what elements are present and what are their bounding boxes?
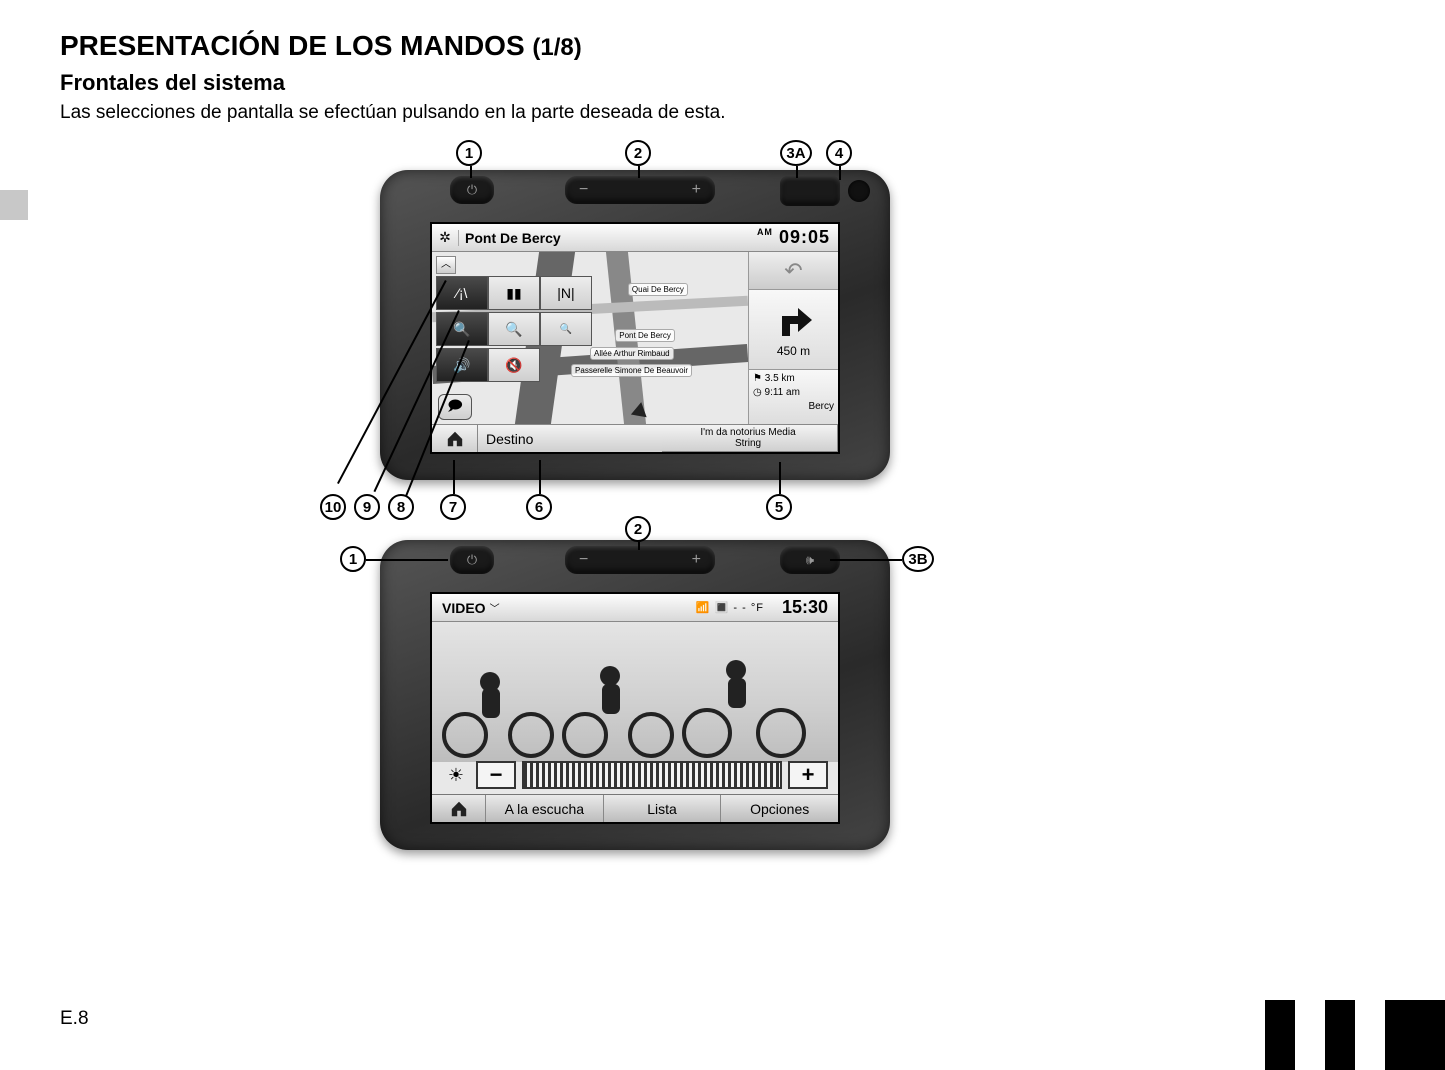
nav-right-panel: ↶ 450 m ⚑ 3.5 km ◷ 9:11 am Bercy: [748, 252, 838, 424]
page-content: PRESENTACIÓN DE LOS MANDOS (1/8) Frontal…: [60, 30, 1380, 140]
callout-3b: 3B: [902, 546, 934, 572]
tools-collapse-icon[interactable]: ︿: [436, 256, 456, 274]
nav-statusbar: ✲ Pont De Bercy AM 09:05: [432, 224, 838, 252]
callout-4: 4: [826, 140, 852, 166]
road-label: Quai De Bercy: [628, 283, 688, 296]
trip-city: Bercy: [753, 400, 834, 414]
device-media: ⏻ −+ 🕪 VIDEO ﹀ 📶 🔳 - - °F 15:30: [380, 540, 890, 850]
media-line2: String: [659, 438, 837, 449]
zoom-mid-button[interactable]: 🔍: [488, 312, 540, 346]
current-location: Pont De Bercy: [458, 230, 749, 246]
callout-8: 8: [388, 494, 414, 520]
nav-clock: AM 09:05: [749, 227, 838, 248]
leader-line: [453, 460, 455, 494]
leader-line: [638, 542, 640, 550]
leader-line: [638, 166, 640, 178]
media-statusbar: VIDEO ﹀ 📶 🔳 - - °F 15:30: [432, 594, 838, 622]
brightness-control: ☀ − +: [442, 760, 828, 790]
index-tab: [1385, 1000, 1445, 1070]
power-button[interactable]: ⏻: [450, 546, 494, 574]
status-icons: 📶 🔳 - - °F: [696, 601, 772, 614]
brightness-minus[interactable]: −: [476, 761, 516, 789]
leader-line: [470, 166, 472, 178]
trip-eta: 9:11 am: [765, 387, 800, 398]
callout-7: 7: [440, 494, 466, 520]
leader-line: [839, 166, 841, 180]
mode-caret-icon[interactable]: ﹀: [490, 600, 506, 615]
device-nav: ⏻ −+ ✲ Pont De Bercy AM 09:05 Quai De Be…: [380, 170, 890, 480]
media-bottombar: A la escucha Lista Opciones: [432, 794, 838, 822]
settings-icon[interactable]: ✲: [432, 229, 458, 246]
index-tab: [1265, 1000, 1295, 1070]
page-number: E.8: [60, 1008, 89, 1030]
callout-1: 1: [456, 140, 482, 166]
media-now-playing[interactable]: I'm da notorius Media String: [658, 424, 838, 452]
power-button[interactable]: ⏻: [450, 176, 494, 204]
index-tab: [1325, 1000, 1355, 1070]
list-button[interactable]: Lista: [604, 795, 722, 822]
subtitle: Frontales del sistema: [60, 70, 1380, 96]
side-gray-tab: [0, 190, 28, 220]
volume-rocker[interactable]: −+: [565, 546, 715, 574]
trip-info: ⚑ 3.5 km ◷ 9:11 am Bercy: [749, 370, 838, 424]
brightness-icon: ☀: [442, 761, 470, 789]
view-3d-button[interactable]: ▮▮: [488, 276, 540, 310]
callout-5: 5: [766, 494, 792, 520]
status-temp: - - °F: [733, 602, 764, 614]
sound-off-button[interactable]: 🔇: [488, 348, 540, 382]
callout-10: 10: [320, 494, 346, 520]
home-icon: [446, 430, 464, 448]
listen-button[interactable]: A la escucha: [486, 795, 604, 822]
index-tabs: [1265, 1000, 1445, 1070]
road-label: Allée Arthur Rimbaud: [590, 347, 674, 360]
home-button[interactable]: [432, 795, 486, 822]
title-page-of: (1/8): [532, 34, 581, 61]
home-icon: [450, 800, 468, 818]
next-turn: 450 m: [749, 290, 838, 370]
usb-port[interactable]: [780, 176, 840, 206]
aux-jack[interactable]: [848, 180, 870, 202]
media-screen[interactable]: VIDEO ﹀ 📶 🔳 - - °F 15:30 ☀ −: [430, 592, 840, 824]
title-text: PRESENTACIÓN DE LOS MANDOS: [60, 30, 525, 61]
nav-bottombar: Destino: [432, 424, 662, 452]
turn-distance: 450 m: [777, 344, 810, 358]
nav-screen[interactable]: ✲ Pont De Bercy AM 09:05 Quai De Bercy P…: [430, 222, 840, 454]
home-button[interactable]: [432, 425, 478, 452]
page-title: PRESENTACIÓN DE LOS MANDOS (1/8): [60, 30, 1380, 62]
leader-line: [366, 559, 448, 561]
road-label: Pont De Bercy: [615, 329, 675, 342]
turn-right-icon: [774, 302, 814, 342]
callout-6: 6: [526, 494, 552, 520]
media-line1: I'm da notorius Media: [659, 427, 837, 438]
zoom-out-button[interactable]: 🔍: [540, 312, 592, 346]
callout-3a: 3A: [780, 140, 812, 166]
leader-line: [779, 462, 781, 494]
leader-line: [796, 166, 798, 178]
callout-1b: 1: [340, 546, 366, 572]
view-north-button[interactable]: |N|: [540, 276, 592, 310]
callout-9: 9: [354, 494, 380, 520]
nav-back-icon[interactable]: ↶: [749, 252, 838, 290]
callout-2: 2: [625, 140, 651, 166]
trip-distance: 3.5 km: [765, 373, 795, 384]
leader-line: [830, 559, 902, 561]
map-tools: ⁄¡\ ▮▮ |N| 🔍 🔍 🔍 🔊 🔇: [436, 276, 592, 384]
options-button[interactable]: Opciones: [721, 795, 838, 822]
brightness-slider[interactable]: [522, 761, 782, 789]
clock-time: 09:05: [779, 227, 830, 247]
voice-guidance-icon[interactable]: 🗩: [438, 394, 472, 420]
video-frame: [432, 622, 838, 762]
leader-line: [539, 460, 541, 494]
volume-rocker[interactable]: −+: [565, 176, 715, 204]
destination-button[interactable]: Destino: [478, 425, 662, 452]
mode-label[interactable]: VIDEO: [432, 600, 490, 616]
callout-2b: 2: [625, 516, 651, 542]
vehicle-cursor-icon: [631, 401, 649, 418]
brightness-plus[interactable]: +: [788, 761, 828, 789]
clock-am: AM: [757, 227, 773, 237]
media-clock: 15:30: [772, 597, 838, 618]
description: Las selecciones de pantalla se efectúan …: [60, 102, 1380, 124]
